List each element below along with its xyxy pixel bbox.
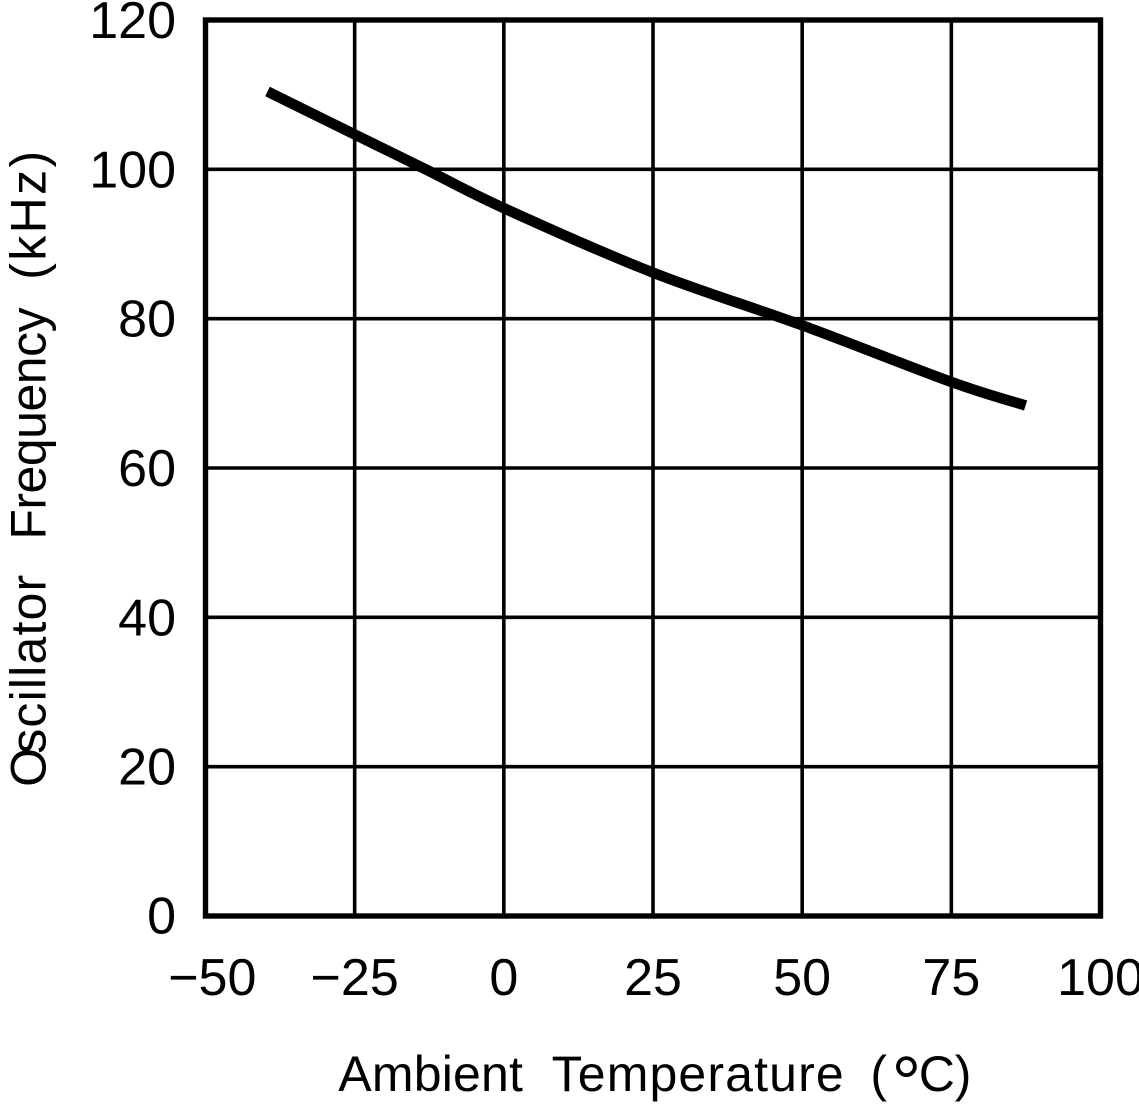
svg-text:0: 0 [147,888,176,946]
svg-text:75: 75 [922,949,980,1007]
svg-text:−25: −25 [311,949,399,1007]
svg-text:Ambient Temperature (°C): Ambient Temperature (°C) [338,1041,971,1104]
svg-text:60: 60 [118,440,176,498]
svg-text:Oscillator Frequency (kHz): Oscillator Frequency (kHz) [1,148,57,787]
svg-text:40: 40 [118,589,176,647]
svg-text:100: 100 [1057,949,1139,1007]
svg-text:120: 120 [89,0,176,50]
svg-text:−50: −50 [168,949,256,1007]
svg-text:20: 20 [118,739,176,797]
svg-text:50: 50 [773,949,831,1007]
svg-text:25: 25 [624,949,682,1007]
svg-text:80: 80 [118,291,176,349]
svg-text:0: 0 [489,949,518,1007]
svg-text:100: 100 [89,141,176,199]
